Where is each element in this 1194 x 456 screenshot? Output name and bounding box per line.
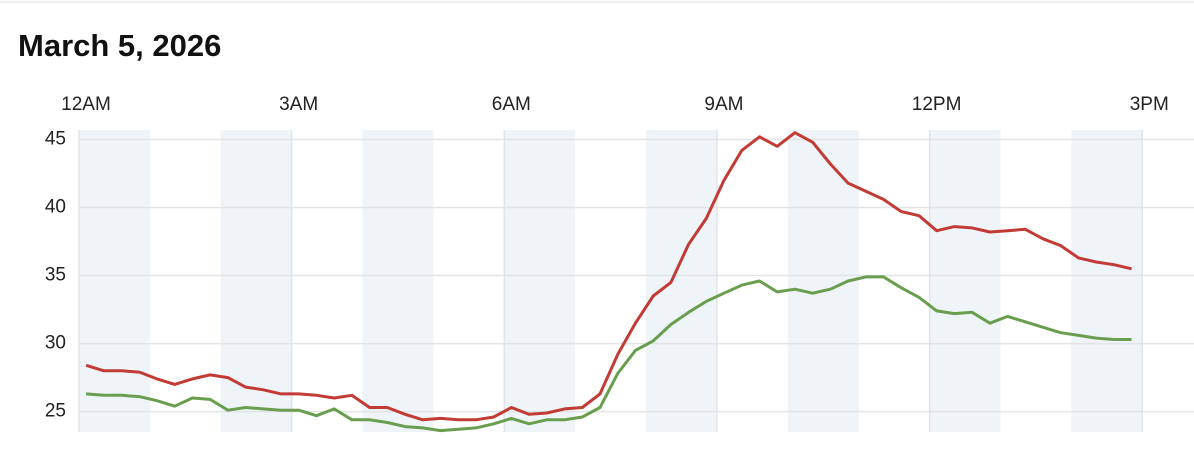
x-tick-label: 12AM [61,94,111,115]
x-tick-label: 12PM [912,94,962,115]
hour-band [646,130,717,432]
y-tick-label: 30 [45,333,66,354]
y-tick-label: 35 [45,265,66,286]
hour-band [929,130,1001,432]
y-tick-label: 40 [45,197,66,218]
x-tick-label: 3PM [1130,94,1169,115]
hour-band [504,130,576,432]
hour-band [1071,130,1143,432]
hour-band [220,130,292,432]
chart-title: March 5, 2026 [18,28,221,63]
series-line [85,275,1132,433]
x-tick-label: 6AM [492,94,531,115]
y-tick-label: 25 [45,401,66,422]
y-tick-label: 45 [45,129,66,150]
hour-band [79,130,150,432]
x-tick-label: 3AM [279,94,318,115]
x-tick-label: 9AM [704,94,743,115]
series-line [85,131,1132,422]
hour-band [362,130,434,432]
